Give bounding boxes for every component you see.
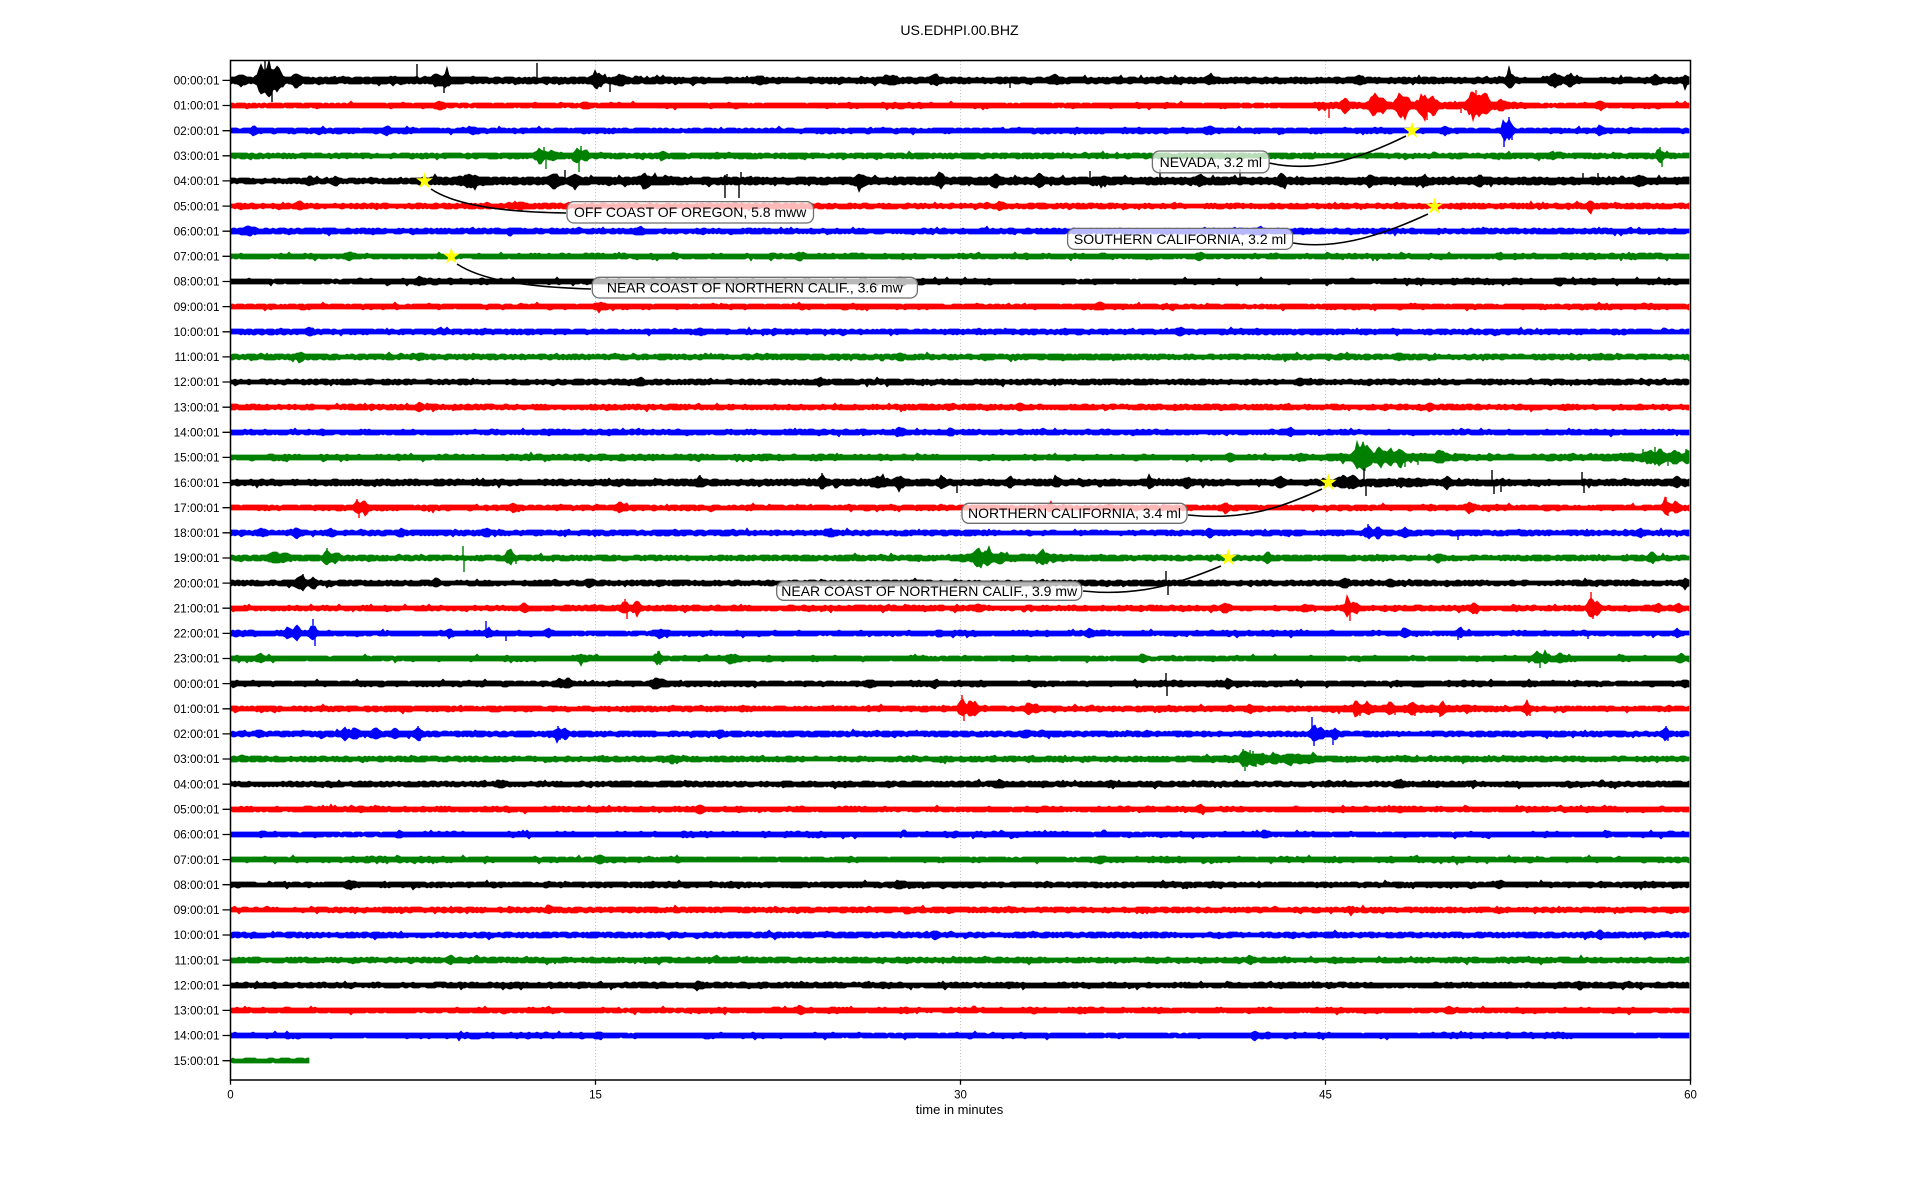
svg-text:07:00:01: 07:00:01: [174, 250, 220, 264]
svg-text:23:00:01: 23:00:01: [174, 652, 220, 666]
svg-text:22:00:01: 22:00:01: [174, 627, 220, 641]
svg-text:03:00:01: 03:00:01: [174, 149, 220, 163]
svg-text:06:00:01: 06:00:01: [174, 224, 220, 238]
svg-text:21:00:01: 21:00:01: [174, 601, 220, 615]
svg-text:12:00:01: 12:00:01: [174, 375, 220, 389]
svg-text:15: 15: [589, 1090, 602, 1102]
svg-text:19:00:01: 19:00:01: [174, 551, 220, 565]
svg-text:15:00:01: 15:00:01: [174, 1054, 220, 1068]
svg-text:01:00:01: 01:00:01: [174, 702, 220, 716]
svg-text:05:00:01: 05:00:01: [174, 803, 220, 817]
svg-text:02:00:01: 02:00:01: [174, 124, 220, 138]
svg-text:18:00:01: 18:00:01: [174, 526, 220, 540]
svg-text:02:00:01: 02:00:01: [174, 727, 220, 741]
svg-text:09:00:01: 09:00:01: [174, 903, 220, 917]
svg-text:03:00:01: 03:00:01: [174, 752, 220, 766]
svg-text:01:00:01: 01:00:01: [174, 99, 220, 113]
svg-text:30: 30: [954, 1090, 967, 1102]
svg-text:14:00:01: 14:00:01: [174, 426, 220, 440]
svg-text:NEAR COAST OF NORTHERN CALIF.,: NEAR COAST OF NORTHERN CALIF., 3.6 mw: [607, 280, 904, 296]
svg-text:12:00:01: 12:00:01: [174, 979, 220, 993]
svg-text:15:00:01: 15:00:01: [174, 451, 220, 465]
svg-text:11:00:01: 11:00:01: [174, 350, 219, 364]
svg-text:08:00:01: 08:00:01: [174, 878, 220, 892]
svg-text:04:00:01: 04:00:01: [174, 174, 220, 188]
svg-text:00:00:01: 00:00:01: [174, 677, 220, 691]
svg-text:06:00:01: 06:00:01: [174, 828, 220, 842]
svg-text:07:00:01: 07:00:01: [174, 853, 220, 867]
svg-text:US.EDHPI.00.BHZ: US.EDHPI.00.BHZ: [900, 22, 1019, 38]
svg-text:SOUTHERN CALIFORNIA, 3.2 ml: SOUTHERN CALIFORNIA, 3.2 ml: [1074, 231, 1286, 247]
svg-text:09:00:01: 09:00:01: [174, 300, 220, 314]
svg-text:00:00:01: 00:00:01: [174, 74, 220, 88]
svg-text:13:00:01: 13:00:01: [174, 1004, 220, 1018]
svg-text:NEVADA, 3.2 ml: NEVADA, 3.2 ml: [1160, 154, 1262, 170]
svg-text:time in minutes: time in minutes: [916, 1102, 1004, 1117]
svg-text:08:00:01: 08:00:01: [174, 275, 220, 289]
svg-text:14:00:01: 14:00:01: [174, 1029, 220, 1043]
svg-text:60: 60: [1684, 1090, 1697, 1102]
svg-text:11:00:01: 11:00:01: [174, 953, 219, 967]
svg-text:NORTHERN CALIFORNIA, 3.4 ml: NORTHERN CALIFORNIA, 3.4 ml: [968, 505, 1181, 521]
svg-text:45: 45: [1319, 1090, 1332, 1102]
svg-text:20:00:01: 20:00:01: [174, 576, 220, 590]
svg-text:04:00:01: 04:00:01: [174, 777, 220, 791]
svg-text:OFF COAST OF OREGON, 5.8 mww: OFF COAST OF OREGON, 5.8 mww: [574, 204, 807, 220]
svg-text:05:00:01: 05:00:01: [174, 199, 220, 213]
svg-text:NEAR COAST OF NORTHERN CALIF.,: NEAR COAST OF NORTHERN CALIF., 3.9 mw: [781, 583, 1078, 599]
svg-text:13:00:01: 13:00:01: [174, 400, 220, 414]
svg-text:10:00:01: 10:00:01: [174, 928, 220, 942]
svg-text:10:00:01: 10:00:01: [174, 325, 220, 339]
svg-text:17:00:01: 17:00:01: [174, 501, 220, 515]
svg-text:16:00:01: 16:00:01: [174, 476, 220, 490]
svg-text:0: 0: [227, 1090, 233, 1102]
